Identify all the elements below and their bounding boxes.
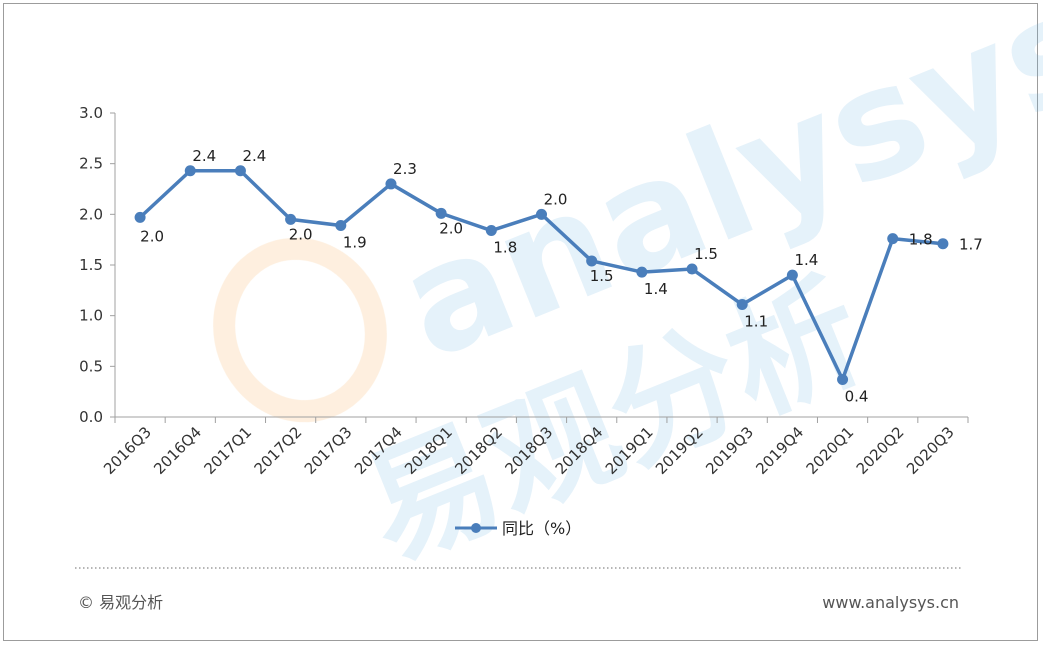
x-tick-label: 2017Q2 xyxy=(251,423,306,478)
y-tick-label: 0.5 xyxy=(79,357,103,375)
data-point[interactable] xyxy=(134,211,146,223)
data-label: 1.4 xyxy=(794,251,818,269)
data-point[interactable] xyxy=(536,208,547,220)
website-link[interactable]: www.analysys.cn xyxy=(822,593,959,612)
data-point[interactable] xyxy=(636,266,648,278)
legend: 同比（%） xyxy=(455,519,581,538)
data-point[interactable] xyxy=(887,233,899,245)
legend-point-marker xyxy=(471,523,481,533)
data-label: 0.4 xyxy=(845,388,869,406)
data-point[interactable] xyxy=(736,299,748,311)
data-point[interactable] xyxy=(435,207,447,219)
data-point[interactable] xyxy=(485,225,497,237)
data-label: 2.0 xyxy=(289,225,313,243)
y-tick-label: 3.0 xyxy=(79,104,103,122)
data-point[interactable] xyxy=(385,178,397,190)
data-point[interactable] xyxy=(686,263,698,275)
chart-frame xyxy=(3,3,1038,641)
data-label: 2.0 xyxy=(140,227,164,245)
data-point[interactable] xyxy=(586,255,598,267)
x-tick-label: 2016Q3 xyxy=(100,423,155,478)
data-label: 2.4 xyxy=(243,147,267,165)
data-label: 1.9 xyxy=(343,233,367,251)
x-tick-label: 2017Q1 xyxy=(200,423,255,478)
data-label: 1.7 xyxy=(959,236,983,254)
data-point[interactable] xyxy=(335,219,347,231)
data-label: 1.4 xyxy=(644,280,668,298)
watermark-logo-ring xyxy=(213,237,387,423)
x-tick-label: 2016Q4 xyxy=(150,423,205,478)
data-label: 2.3 xyxy=(393,160,417,178)
data-label: 2.4 xyxy=(192,147,216,165)
data-point[interactable] xyxy=(837,374,849,386)
data-label: 1.1 xyxy=(744,313,768,331)
data-label: 1.8 xyxy=(909,231,933,249)
data-point[interactable] xyxy=(786,269,798,281)
x-tick-label: 2020Q1 xyxy=(803,423,858,478)
y-tick-label: 1.0 xyxy=(79,307,103,325)
copyright-text: © 易观分析 xyxy=(78,593,163,612)
data-label: 1.5 xyxy=(694,245,718,263)
data-label: 1.8 xyxy=(493,239,517,257)
data-point[interactable] xyxy=(184,165,196,177)
legend-label: 同比（%） xyxy=(502,519,581,538)
x-tick-label: 2020Q3 xyxy=(903,423,958,478)
watermark: analysys 易观分析 xyxy=(213,0,1043,589)
x-tick-label: 2020Q2 xyxy=(853,423,908,478)
y-tick-label: 2.5 xyxy=(79,155,103,173)
y-tick-label: 0.0 xyxy=(79,408,103,426)
data-label: 2.0 xyxy=(439,219,463,237)
data-point[interactable] xyxy=(285,213,297,225)
data-label: 2.0 xyxy=(544,190,568,208)
y-tick-label: 2.0 xyxy=(79,205,103,223)
data-point[interactable] xyxy=(234,165,246,177)
y-tick-label: 1.5 xyxy=(79,256,103,274)
data-point[interactable] xyxy=(937,238,949,250)
data-label: 1.5 xyxy=(590,267,614,285)
